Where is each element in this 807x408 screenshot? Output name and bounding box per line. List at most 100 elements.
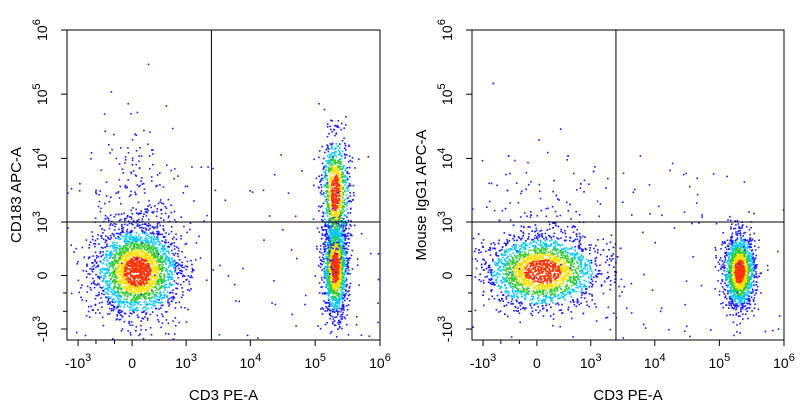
event-dot	[181, 270, 183, 273]
event-dot	[113, 308, 115, 311]
event-dot	[334, 208, 336, 210]
event-dot	[340, 180, 342, 183]
event-dot	[152, 248, 155, 250]
event-dot	[107, 296, 110, 298]
event-dot	[88, 316, 91, 318]
event-dot	[156, 282, 159, 285]
event-dot	[107, 297, 110, 300]
event-dot	[126, 268, 129, 270]
event-dot	[112, 301, 114, 303]
event-dot	[167, 257, 170, 259]
event-dot	[326, 201, 329, 203]
event-dot	[342, 273, 345, 276]
event-dot	[142, 270, 145, 273]
event-dot	[99, 225, 102, 227]
event-dot	[353, 224, 356, 227]
event-dot	[338, 323, 340, 326]
event-dot	[342, 283, 345, 285]
event-dot	[129, 272, 132, 274]
event-dot	[140, 212, 143, 215]
event-dot	[123, 267, 125, 269]
event-dot	[151, 245, 153, 248]
event-dot	[334, 193, 336, 195]
event-dot	[185, 242, 188, 245]
event-dot	[335, 255, 338, 257]
event-dot	[131, 312, 133, 315]
event-dot	[328, 224, 330, 227]
event-dot	[173, 248, 176, 250]
event-dot	[345, 222, 348, 224]
event-dot	[127, 248, 129, 250]
event-dot	[141, 247, 143, 249]
event-dot	[149, 227, 151, 230]
event-dot	[144, 231, 146, 233]
event-dot	[152, 233, 155, 235]
event-dot	[119, 273, 121, 276]
event-dot	[347, 197, 349, 199]
event-dot	[326, 183, 329, 185]
event-dot	[315, 177, 318, 180]
event-dot	[129, 237, 132, 239]
event-dot	[134, 290, 137, 292]
event-dot	[145, 215, 148, 217]
event-dot	[169, 260, 171, 263]
event-dot	[341, 239, 343, 242]
event-dot	[345, 176, 347, 178]
event-dot	[321, 263, 323, 266]
event-dot	[340, 234, 342, 237]
event-dot	[114, 275, 117, 277]
event-dot	[151, 296, 154, 299]
event-dot	[146, 240, 148, 243]
event-dot	[347, 269, 350, 272]
event-dot	[345, 254, 347, 257]
event-dot	[146, 254, 149, 256]
event-dot	[70, 244, 72, 246]
event-dot	[141, 259, 143, 261]
event-dot	[124, 242, 127, 244]
event-dot	[140, 320, 143, 322]
event-dot	[324, 241, 327, 243]
event-dot	[345, 305, 348, 307]
event-dot	[330, 179, 333, 182]
event-dot	[125, 244, 127, 247]
event-dot	[327, 295, 330, 297]
event-dot	[159, 292, 161, 294]
event-dot	[157, 271, 159, 273]
event-dot	[90, 282, 93, 285]
event-dot	[133, 244, 136, 246]
event-dot	[329, 262, 331, 264]
event-dot	[142, 265, 144, 267]
event-dot	[165, 262, 167, 264]
event-dot	[191, 267, 194, 270]
event-dot	[159, 302, 162, 305]
event-dot	[340, 266, 342, 269]
event-dot	[130, 321, 133, 323]
event-dot	[130, 113, 132, 115]
event-dot	[136, 307, 138, 309]
event-dot	[133, 278, 135, 280]
event-dot	[158, 260, 160, 262]
event-dot	[336, 218, 338, 220]
event-dot	[140, 273, 142, 276]
event-dot	[104, 130, 106, 133]
event-dot	[333, 246, 336, 248]
event-dot	[134, 262, 137, 264]
event-dot	[140, 269, 143, 272]
event-dot	[166, 164, 168, 167]
event-dot	[335, 190, 337, 193]
event-dot	[165, 267, 168, 270]
event-dot	[127, 330, 129, 332]
event-dot	[344, 229, 346, 231]
event-dot	[336, 232, 339, 235]
event-dot	[126, 224, 129, 226]
event-dot	[143, 279, 146, 281]
event-dot	[340, 282, 343, 284]
event-dot	[124, 238, 126, 240]
event-dot	[127, 264, 130, 267]
event-dot	[129, 234, 131, 237]
event-dot	[140, 226, 143, 229]
event-dot	[157, 273, 160, 276]
event-dot	[342, 291, 345, 294]
event-dot	[112, 261, 115, 263]
event-dot	[163, 278, 165, 281]
